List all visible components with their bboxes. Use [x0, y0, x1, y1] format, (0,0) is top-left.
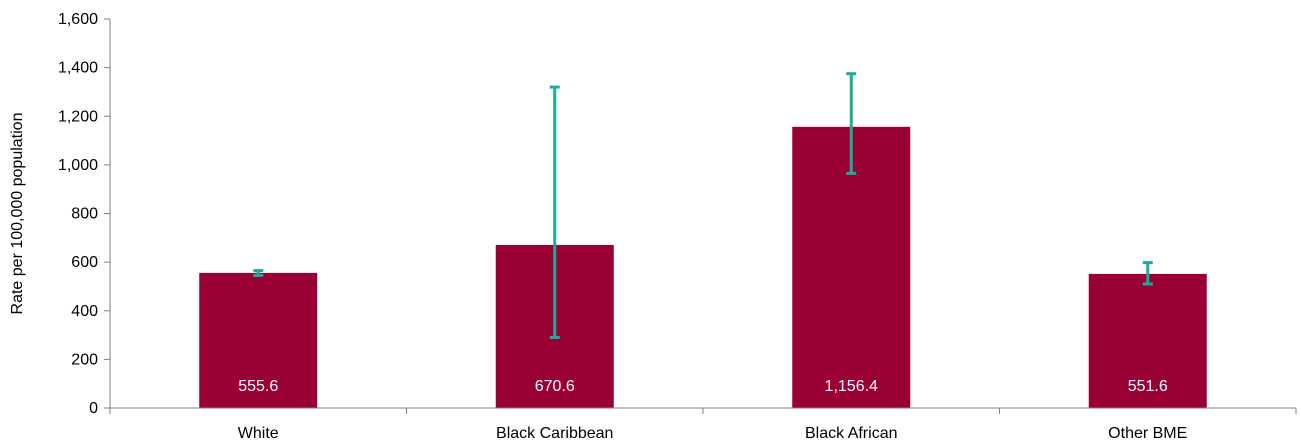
error-bar — [549, 85, 560, 339]
y-tick-label: 1,000 — [58, 157, 98, 174]
error-bars — [253, 72, 1153, 339]
error-bar — [253, 269, 264, 277]
y-tick-label: 400 — [71, 303, 98, 320]
y-tick-label: 1,600 — [58, 11, 98, 28]
y-tick-label: 800 — [71, 206, 98, 223]
y-axis-label: Rate per 100,000 population — [9, 113, 26, 315]
data-label: 670.6 — [535, 378, 575, 395]
x-category-label: Other BME — [1108, 425, 1187, 442]
x-category-label: White — [238, 425, 279, 442]
y-axis-ticks: 0 200 400 600 800 1,000 1,200 1,400 1,600 — [58, 11, 1297, 417]
data-label: 551.6 — [1128, 378, 1168, 395]
x-category-label: Black Caribbean — [496, 425, 613, 442]
bar — [1088, 273, 1207, 408]
y-tick-label: 1,200 — [58, 108, 98, 125]
y-tick-label: 200 — [71, 351, 98, 368]
x-category-label: Black African — [805, 425, 897, 442]
y-tick-label: 1,400 — [58, 60, 98, 77]
y-tick-label: 0 — [89, 400, 98, 417]
bars — [199, 126, 1207, 408]
y-tick-label: 600 — [71, 254, 98, 271]
data-label: 555.6 — [238, 378, 278, 395]
error-bar — [846, 72, 857, 175]
x-axis-categories: White Black Caribbean Black African Other B… — [238, 425, 1188, 442]
data-labels: 555.6 670.6 1,156.4 551.6 — [238, 378, 1168, 395]
error-bar — [1142, 261, 1153, 286]
data-label: 1,156.4 — [825, 378, 878, 395]
bar — [199, 272, 318, 408]
